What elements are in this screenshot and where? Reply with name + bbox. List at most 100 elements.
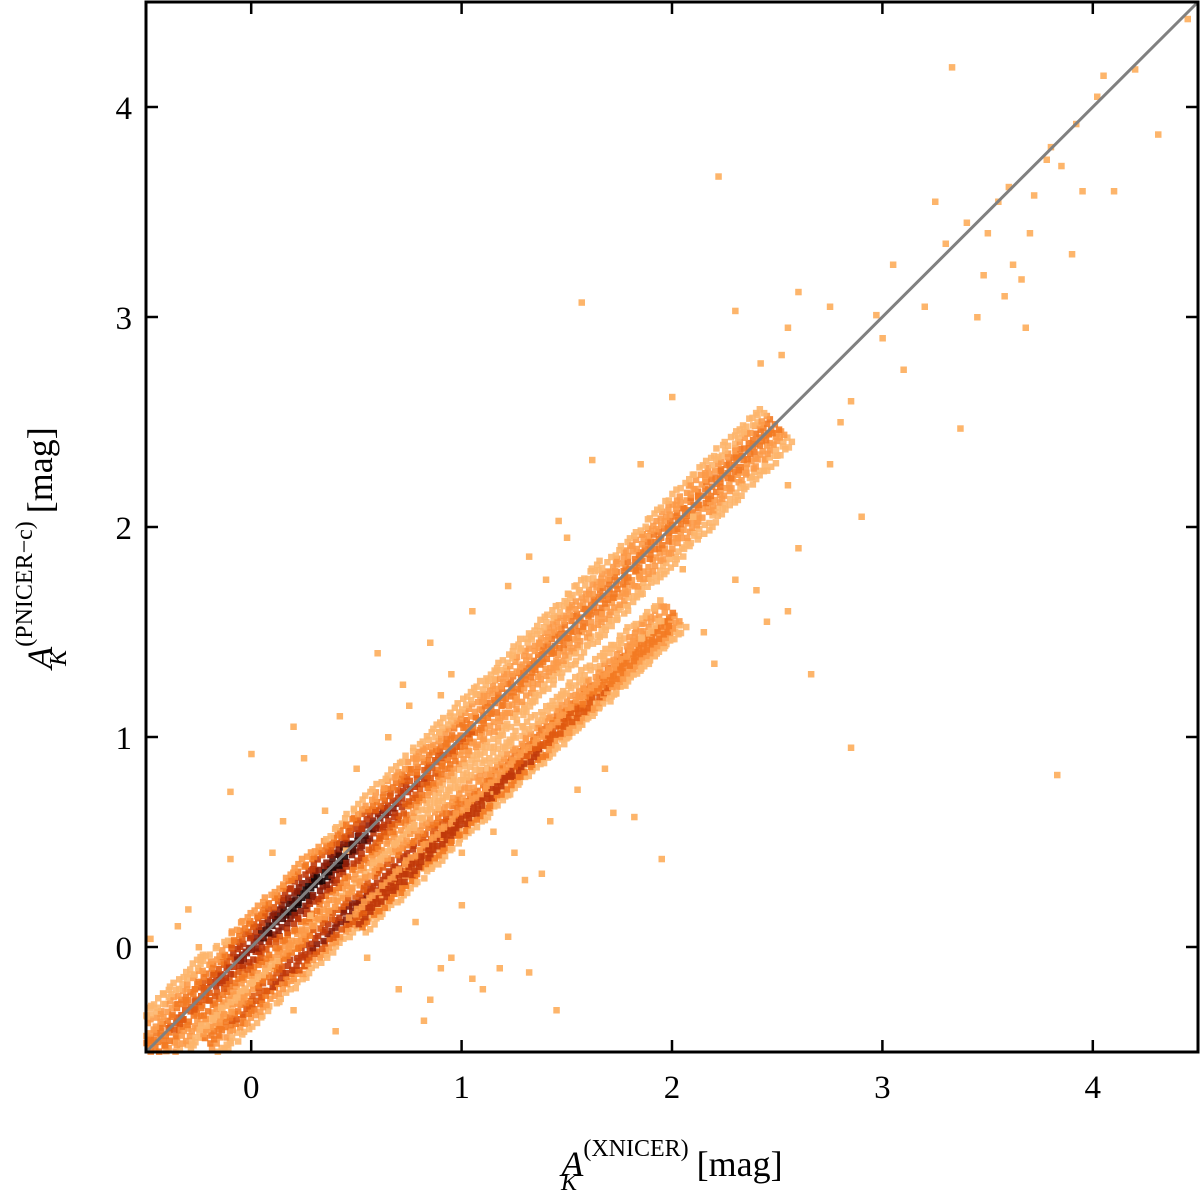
density-cell — [565, 733, 573, 740]
density-cell — [610, 641, 617, 649]
density-cell — [292, 984, 299, 992]
density-cell — [158, 1027, 165, 1035]
density-cell — [318, 959, 325, 966]
density-cell — [272, 935, 280, 943]
density-cell — [644, 639, 652, 646]
density-cell — [505, 702, 513, 710]
density-cell — [566, 729, 573, 737]
density-cell — [235, 968, 242, 975]
density-cell — [279, 915, 286, 923]
density-cell — [490, 676, 497, 683]
density-cell — [651, 510, 658, 517]
density-cell — [343, 858, 350, 866]
density-cell — [513, 705, 520, 713]
density-cell — [291, 873, 298, 880]
density-cell — [473, 755, 481, 762]
density-cell — [236, 1024, 244, 1031]
density-cell — [663, 559, 670, 567]
density-cell — [415, 807, 422, 814]
density-cell — [213, 956, 221, 963]
density-cell — [273, 969, 280, 977]
density-cell — [199, 951, 207, 958]
density-cell — [604, 559, 611, 566]
density-cell — [423, 868, 431, 875]
density-cell — [660, 556, 667, 563]
density-cell — [412, 860, 420, 867]
density-cell — [552, 737, 559, 744]
density-cell — [452, 799, 460, 806]
density-cell — [549, 620, 557, 628]
density-cell — [413, 780, 421, 788]
density-cell — [607, 698, 614, 705]
density-cell — [336, 939, 343, 946]
density-cell — [511, 777, 518, 784]
density-cell — [506, 709, 514, 716]
density-cell — [284, 962, 292, 969]
density-cell — [653, 578, 660, 585]
density-cell — [170, 979, 177, 987]
density-cell — [493, 761, 501, 769]
density-cell — [192, 1034, 199, 1041]
density-cell — [517, 645, 525, 652]
density-cell — [595, 669, 602, 676]
outlier-point — [479, 986, 487, 993]
density-cell — [193, 1010, 200, 1017]
density-cell — [322, 892, 330, 899]
density-cell — [454, 783, 462, 791]
density-cell — [247, 932, 254, 940]
density-cell — [549, 697, 556, 705]
density-cell — [748, 458, 755, 465]
density-cell — [774, 437, 781, 445]
density-cell — [545, 732, 552, 739]
density-cell — [672, 619, 680, 626]
density-cell — [602, 645, 609, 653]
density-cell — [526, 740, 533, 748]
density-cell — [418, 852, 425, 859]
density-cell — [476, 766, 483, 773]
density-cell — [409, 846, 416, 853]
density-cell — [583, 634, 591, 641]
outlier-point — [185, 906, 192, 913]
density-cell — [544, 641, 552, 648]
density-cell — [702, 485, 709, 493]
density-cell — [213, 989, 221, 996]
density-cell — [506, 651, 513, 658]
density-cell — [549, 721, 556, 729]
density-cell — [626, 662, 633, 669]
density-cell — [687, 494, 694, 501]
density-cell — [220, 985, 228, 992]
density-cell — [629, 542, 636, 549]
density-cell — [537, 741, 544, 748]
density-cell — [452, 818, 460, 825]
density-cell — [572, 649, 580, 656]
density-cell — [633, 663, 640, 670]
density-cell — [632, 536, 640, 543]
density-cell — [200, 973, 207, 981]
density-cell — [595, 699, 602, 707]
density-cell — [458, 786, 465, 793]
density-cell — [233, 1029, 241, 1036]
density-cell — [169, 1011, 176, 1018]
outlier-point — [1018, 276, 1025, 283]
density-cell — [384, 860, 391, 868]
density-cell — [305, 897, 313, 905]
density-cell — [398, 803, 406, 811]
density-cell — [632, 529, 640, 536]
density-cell — [371, 921, 378, 928]
density-cell — [603, 670, 610, 678]
density-cell — [252, 997, 260, 1004]
density-cell — [459, 706, 466, 713]
density-cell — [372, 839, 379, 846]
density-cell — [426, 789, 433, 796]
density-cell — [298, 926, 306, 933]
density-cell — [418, 791, 426, 799]
density-cell — [394, 787, 401, 794]
density-cell — [314, 856, 321, 863]
density-cell — [414, 852, 421, 859]
density-cell — [295, 914, 302, 921]
density-cell — [616, 632, 624, 639]
density-cell — [326, 885, 333, 892]
density-cell — [436, 747, 444, 755]
density-cell — [326, 935, 333, 943]
density-cell — [450, 753, 458, 760]
